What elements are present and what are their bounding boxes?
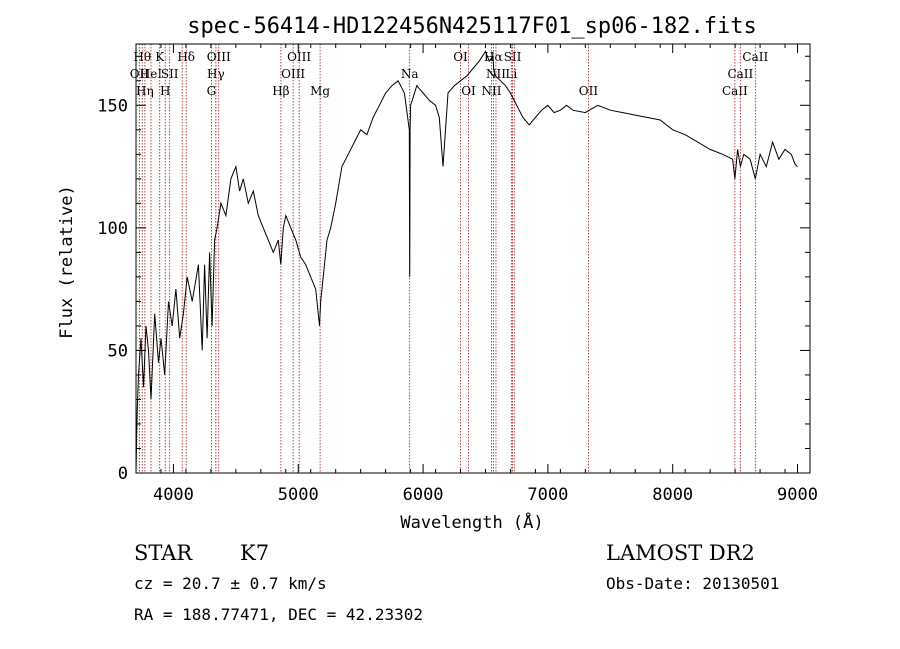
marker-label-11: OIII bbox=[207, 50, 231, 64]
observation-date: Obs-Date: 20130501 bbox=[606, 574, 779, 593]
spectrum-series bbox=[135, 50, 798, 474]
y-axis-ticks: 0 50 100 150 bbox=[97, 55, 810, 484]
x-tick-label-3: 7000 bbox=[527, 485, 568, 505]
marker-label-6: SII bbox=[161, 67, 179, 81]
object-subclass: K7 bbox=[240, 541, 269, 565]
marker-label-10: Hγ bbox=[207, 67, 225, 81]
marker-label-3: HeI bbox=[140, 67, 163, 81]
marker-label-12: Hβ bbox=[272, 84, 289, 98]
plot-frame bbox=[135, 43, 811, 474]
spectral-line-markers: OII Hθ Hη HeI K H SII Hδ G Hγ OIII Hβ OIII OIII Mg Na OI… bbox=[130, 44, 768, 473]
y-tick-label-1: 50 bbox=[108, 341, 128, 361]
x-tick-label-5: 9000 bbox=[777, 485, 818, 505]
object-type: STAR bbox=[134, 541, 193, 565]
y-tick-label-0: 0 bbox=[118, 464, 128, 484]
marker-label-4: K bbox=[155, 50, 165, 64]
marker-label-7: Hδ bbox=[177, 50, 195, 64]
x-tick-label-1: 5000 bbox=[278, 485, 319, 505]
x-axis-ticks: 4000 5000 6000 7000 8000 9000 bbox=[135, 44, 818, 505]
y-tick-label-2: 100 bbox=[97, 219, 128, 239]
marker-label-13: OIII bbox=[281, 67, 305, 81]
marker-label-23: SII bbox=[504, 50, 522, 64]
x-tick-label-2: 6000 bbox=[403, 485, 444, 505]
marker-label-27: CaII bbox=[727, 67, 753, 81]
marker-label-21: NII bbox=[486, 67, 506, 81]
marker-label-9: G bbox=[207, 84, 217, 98]
marker-label-26: CaII bbox=[722, 84, 748, 98]
marker-label-25: OII bbox=[579, 84, 599, 98]
redshift-line: cz = 20.7 ± 0.7 km/s bbox=[134, 574, 327, 593]
y-axis-label: Flux (relative) bbox=[57, 185, 77, 339]
marker-label-28: CaII bbox=[742, 50, 768, 64]
survey-name: LAMOST DR2 bbox=[606, 541, 755, 565]
chart-title: spec-56414-HD122456N425117F01_sp06-182.f… bbox=[187, 14, 757, 39]
marker-label-16: Na bbox=[401, 67, 419, 81]
spectrum-line-0 bbox=[135, 50, 798, 474]
marker-label-1: Hθ bbox=[133, 50, 151, 64]
marker-label-22: Li bbox=[505, 67, 517, 81]
x-tick-label-4: 8000 bbox=[652, 485, 693, 505]
x-axis-label: Wavelength (Å) bbox=[400, 511, 543, 533]
marker-label-2: Hη bbox=[136, 84, 154, 98]
coordinates: RA = 188.77471, DEC = 42.23302 bbox=[134, 605, 423, 624]
marker-label-15: Mg bbox=[310, 84, 330, 98]
x-tick-label-0: 4000 bbox=[153, 485, 194, 505]
y-tick-label-3: 150 bbox=[97, 96, 128, 116]
marker-label-14: OIII bbox=[287, 50, 311, 64]
marker-label-0: OII bbox=[130, 67, 150, 81]
marker-label-5: H bbox=[160, 84, 170, 98]
marker-label-17: OI bbox=[453, 50, 468, 64]
marker-label-19: NII bbox=[481, 84, 501, 98]
marker-label-18: OI bbox=[461, 84, 476, 98]
